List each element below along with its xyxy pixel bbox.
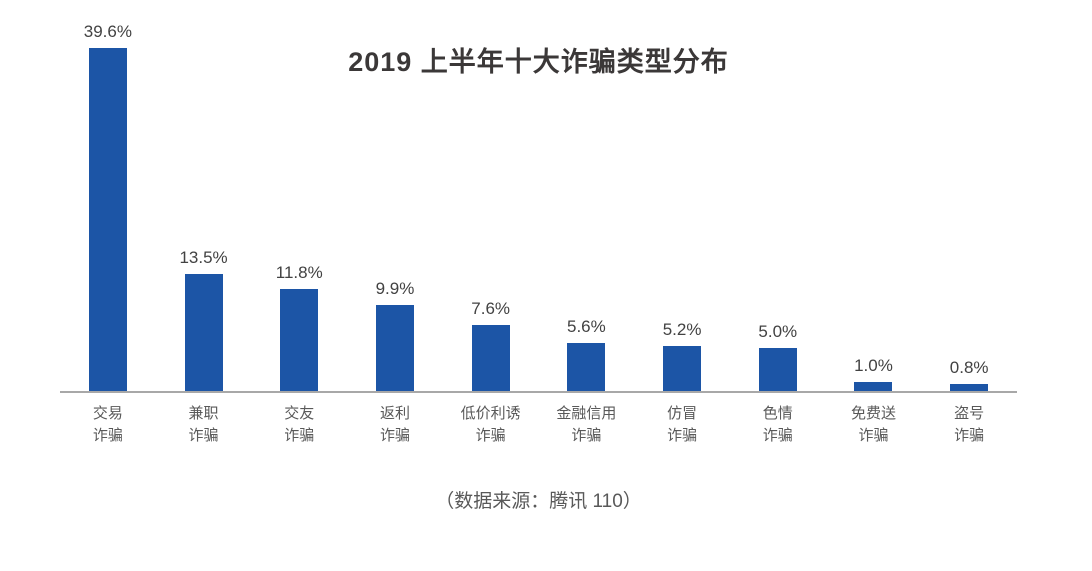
bar-value-label: 39.6% [83, 22, 132, 41]
category-label-line: 盗号 [954, 405, 985, 422]
category-label-line: 诈骗 [762, 427, 793, 444]
category-label: 兼职 诈骗 [156, 403, 252, 447]
category-label: 色情 诈骗 [730, 403, 826, 447]
category-label-line: 诈骗 [858, 427, 889, 444]
category-label-line: 兼职 [188, 405, 219, 422]
bar [950, 384, 989, 391]
bar-value-label: 0.8% [949, 358, 989, 377]
category-label-line: 金融信用 [556, 405, 617, 422]
bar [88, 48, 127, 391]
bar-column: 5.0% [730, 0, 826, 391]
category-label-line: 返利 [379, 405, 410, 422]
bar-column: 13.5% [156, 0, 252, 391]
chart-title: 2019 上半年十大诈骗类型分布 [348, 47, 729, 77]
category-label-line: 诈骗 [954, 427, 985, 444]
bar-value-label: 9.9% [375, 279, 415, 298]
category-label-line: 诈骗 [92, 427, 123, 444]
category-label-line: 仿冒 [667, 405, 698, 422]
bar-column: 1.0% [826, 0, 922, 391]
bar-column: 39.6% [60, 0, 156, 391]
category-label-line: 诈骗 [667, 427, 698, 444]
bar-value-label: 1.0% [854, 356, 893, 375]
category-label-line: 色情 [762, 405, 793, 422]
category-label: 交友 诈骗 [251, 403, 347, 447]
source-note: （数据来源：腾讯 110） [435, 491, 642, 512]
bar [663, 346, 702, 391]
category-axis: 交易 诈骗 兼职 诈骗 交友 诈骗 返利 诈骗 低价利诱 诈骗 金融信用 诈骗 仿冒 诈骗 色情 诈骗 免费送诈… [60, 403, 1017, 447]
bar-column: 7.6% [443, 0, 539, 391]
category-label-line: 免费送 [850, 405, 896, 422]
category-label-line: 诈骗 [571, 427, 602, 444]
plot-area: 39.6% 13.5% 11.8% 9.9% 7.6% 5.6% 5.2% 5.0% 1.0% 0… [60, 0, 1017, 393]
category-label: 低价利诱 诈骗 [443, 403, 539, 447]
bar-value-label: 7.6% [471, 299, 511, 318]
category-label: 盗号 诈骗 [921, 403, 1017, 447]
category-label-line: 诈骗 [284, 427, 315, 444]
bar [375, 305, 414, 391]
category-label: 仿冒 诈骗 [634, 403, 730, 447]
category-label-line: 诈骗 [188, 427, 219, 444]
category-label: 交易 诈骗 [60, 403, 156, 447]
bar-value-label: 13.5% [179, 248, 228, 267]
bar-value-label: 5.2% [662, 320, 702, 339]
bar-value-label: 5.6% [566, 317, 606, 336]
category-label: 金融信用 诈骗 [539, 403, 635, 447]
bar [758, 348, 797, 391]
bar-column: 9.9% [347, 0, 443, 391]
bar [471, 325, 510, 391]
category-label-line: 诈骗 [379, 427, 410, 444]
bar-column: 0.8% [921, 0, 1017, 391]
category-label-line: 低价利诱 [460, 405, 521, 422]
bar-column: 5.2% [634, 0, 730, 391]
category-label: 返利 诈骗 [347, 403, 443, 447]
category-label: 免费送 诈骗 [826, 403, 922, 447]
category-label-line: 交友 [284, 405, 315, 422]
category-label-line: 交易 [92, 405, 123, 422]
bar [854, 382, 893, 391]
bar-column: 5.6% [539, 0, 635, 391]
bar-value-label: 11.8% [275, 263, 323, 282]
bar [567, 343, 606, 391]
bar [280, 289, 319, 391]
bar-column: 11.8% [251, 0, 347, 391]
bar [184, 274, 223, 391]
bar-value-label: 5.0% [758, 322, 798, 341]
category-label-line: 诈骗 [475, 427, 506, 444]
